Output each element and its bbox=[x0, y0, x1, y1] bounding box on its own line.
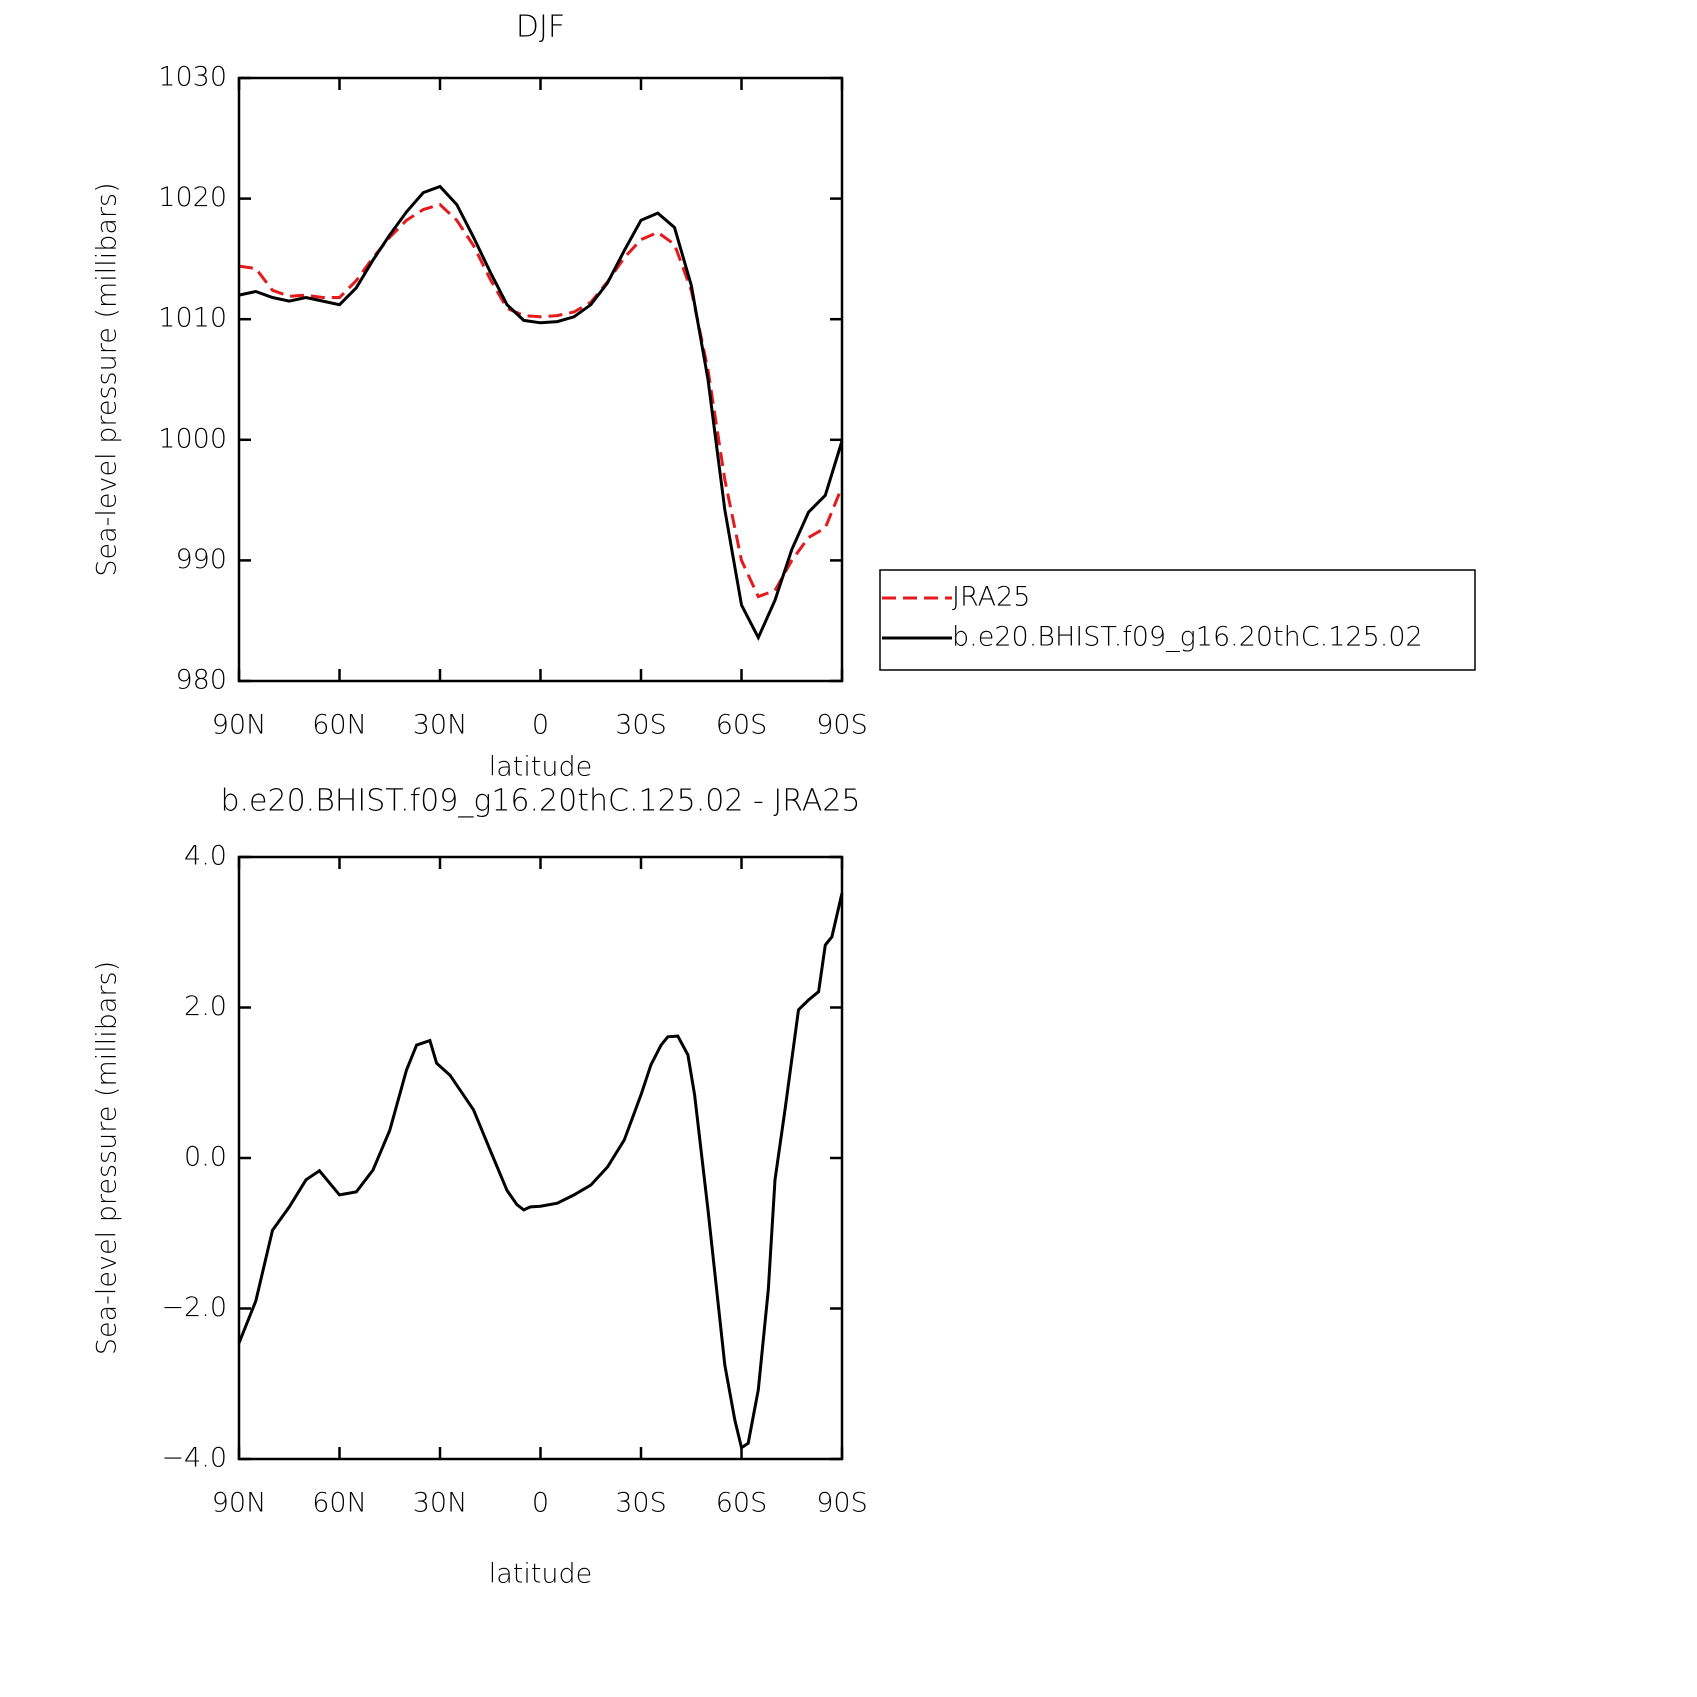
y-tick-label: 4.0 bbox=[184, 841, 227, 872]
y-tick-label: 0.0 bbox=[184, 1142, 227, 1173]
panel-title: DJF bbox=[516, 10, 565, 45]
x-tick-label: 60N bbox=[312, 1488, 367, 1519]
y-tick-label: 2.0 bbox=[184, 991, 227, 1022]
legend-label: JRA25 bbox=[952, 582, 1030, 613]
x-tick-label: 90S bbox=[816, 710, 868, 741]
x-tick-label: 60S bbox=[716, 1488, 768, 1519]
data-line bbox=[237, 892, 844, 1451]
x-tick-label: 30S bbox=[615, 1488, 667, 1519]
x-tick-label: 0 bbox=[532, 710, 549, 741]
data-line bbox=[238, 202, 844, 599]
x-tick-label: 90S bbox=[816, 1488, 868, 1519]
y-tick-label: 990 bbox=[175, 544, 227, 575]
x-tick-label: 30S bbox=[615, 710, 667, 741]
legend: JRA25 b.e20.BHIST.f09_g16.20thC.125.02 bbox=[879, 569, 1476, 671]
y-tick-label: 980 bbox=[175, 665, 227, 696]
y-tick-label: −2.0 bbox=[161, 1292, 227, 1323]
x-tick-label: 60N bbox=[312, 710, 367, 741]
y-tick-label: 1030 bbox=[158, 62, 227, 93]
y-tick-label: 1000 bbox=[158, 423, 227, 454]
y-axis-label: Sea-level pressure (millibars) bbox=[92, 182, 123, 576]
x-axis-label: latitude bbox=[489, 1559, 593, 1590]
panel-title: b.e20.BHIST.f09_g16.20thC.125.02 - JRA25 bbox=[220, 784, 860, 819]
legend-box bbox=[879, 569, 1476, 671]
x-tick-label: 0 bbox=[532, 1488, 549, 1519]
x-axis-label: latitude bbox=[489, 752, 593, 783]
plot-frame bbox=[237, 855, 844, 1461]
plot-frame bbox=[237, 76, 844, 683]
y-tick-label: 1010 bbox=[158, 303, 227, 334]
y-tick-label: 1020 bbox=[158, 182, 227, 213]
x-tick-label: 90N bbox=[212, 1488, 267, 1519]
x-tick-label: 60S bbox=[716, 710, 768, 741]
x-tick-label: 30N bbox=[413, 1488, 468, 1519]
y-axis-label: Sea-level pressure (millibars) bbox=[92, 961, 123, 1355]
x-tick-label: 30N bbox=[413, 710, 468, 741]
y-tick-label: −4.0 bbox=[161, 1443, 227, 1474]
data-line bbox=[238, 184, 844, 642]
legend-label: b.e20.BHIST.f09_g16.20thC.125.02 bbox=[952, 622, 1423, 653]
x-tick-label: 90N bbox=[212, 710, 267, 741]
